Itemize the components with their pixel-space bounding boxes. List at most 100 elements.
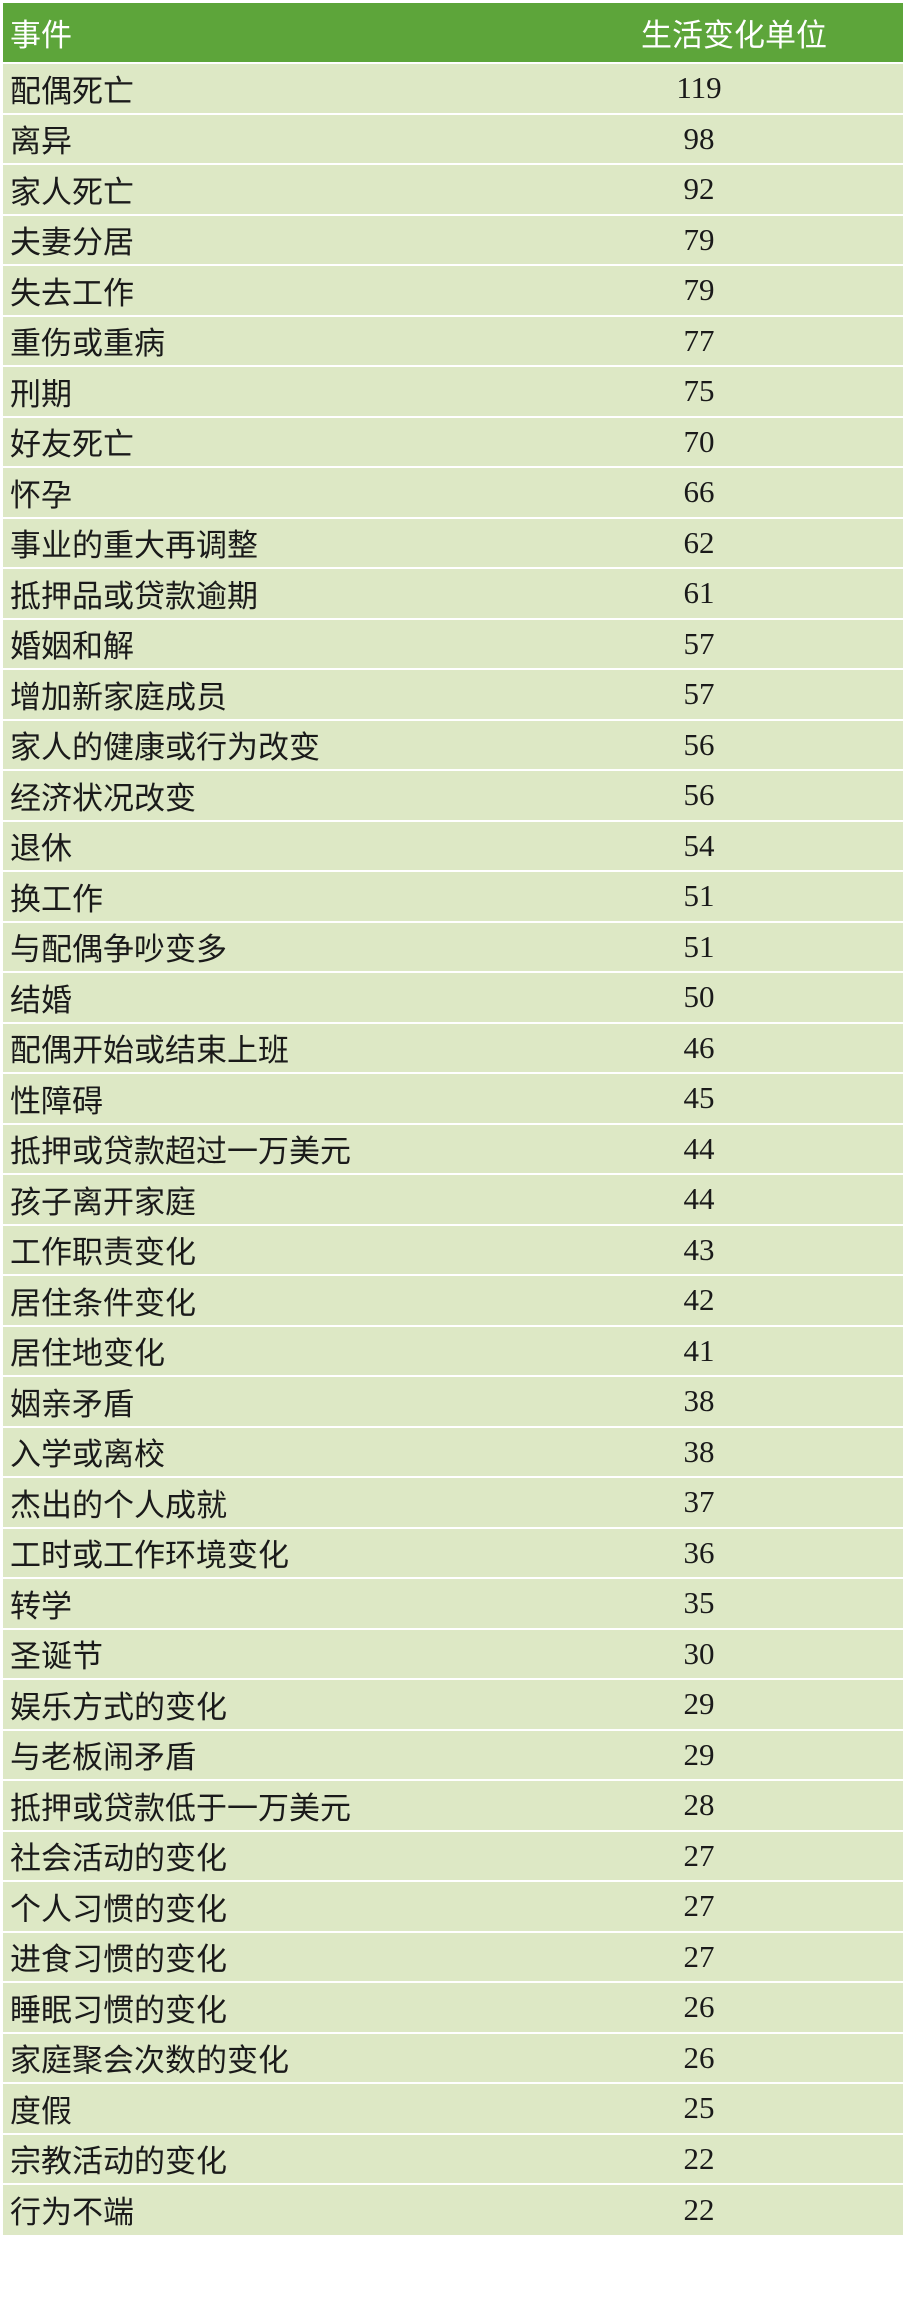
event-cell: 入学或离校: [10, 1437, 165, 1473]
table-row: 转学 35: [3, 1578, 903, 1629]
table-row: 夫妻分居 79: [3, 214, 903, 265]
life-change-units-cell: 57: [683, 676, 715, 712]
life-change-units-cell: 56: [683, 726, 715, 762]
table-row: 刑期 75: [3, 366, 903, 417]
life-change-units-cell: 46: [683, 1029, 715, 1065]
event-cell: 抵押或贷款低于一万美元: [10, 1790, 351, 1826]
table-row: 睡眠习惯的变化 26: [3, 1982, 903, 2033]
event-cell: 配偶开始或结束上班: [10, 1033, 289, 1069]
life-change-units-cell: 79: [683, 221, 715, 257]
life-change-units-cell: 35: [683, 1585, 715, 1621]
table-body: 配偶死亡 119 离异 98 家人死亡 92 夫妻分居 79 失去工作 79 重伤或重病 77 刑期 75…: [3, 63, 903, 2235]
table-row: 配偶开始或结束上班 46: [3, 1022, 903, 1073]
event-cell: 抵押或贷款超过一万美元: [10, 1134, 351, 1170]
table-row: 退休 54: [3, 820, 903, 871]
event-cell: 配偶死亡: [10, 73, 134, 109]
table-row: 入学或离校 38: [3, 1426, 903, 1477]
table-row: 家人死亡 92: [3, 164, 903, 215]
table-row: 失去工作 79: [3, 265, 903, 316]
life-change-units-cell: 27: [683, 1888, 715, 1924]
event-cell: 行为不端: [10, 2195, 134, 2231]
life-change-units-cell: 22: [683, 2140, 715, 2176]
life-change-units-cell: 26: [683, 1989, 715, 2025]
life-change-units-cell: 62: [683, 524, 715, 560]
life-change-units-cell: 98: [683, 120, 715, 156]
event-cell: 进食习惯的变化: [10, 1942, 227, 1978]
event-cell: 退休: [10, 831, 72, 867]
event-cell: 娱乐方式的变化: [10, 1689, 227, 1725]
table-row: 配偶死亡 119: [3, 63, 903, 114]
table-row: 性障碍 45: [3, 1073, 903, 1124]
table-header-row: 事件 生活变化单位: [3, 3, 903, 63]
life-change-units-cell: 66: [683, 474, 715, 510]
life-change-units-cell: 27: [683, 1837, 715, 1873]
table-row: 怀孕 66: [3, 467, 903, 518]
life-change-units-cell: 26: [683, 2039, 715, 2075]
life-change-units-cell: 75: [683, 373, 715, 409]
event-cell: 杰出的个人成就: [10, 1487, 227, 1523]
life-change-units-cell: 30: [683, 1635, 715, 1671]
column-header-event: 事件: [10, 18, 72, 53]
table-row: 居住地变化 41: [3, 1325, 903, 1376]
table-row: 婚姻和解 57: [3, 618, 903, 669]
table-row: 好友死亡 70: [3, 416, 903, 467]
table-row: 姻亲矛盾 38: [3, 1376, 903, 1427]
table-row: 事业的重大再调整 62: [3, 517, 903, 568]
table-row: 娱乐方式的变化 29: [3, 1679, 903, 1730]
life-change-units-cell: 51: [683, 878, 715, 914]
life-change-units-cell: 37: [683, 1484, 715, 1520]
table-row: 工时或工作环境变化 36: [3, 1527, 903, 1578]
event-cell: 家人的健康或行为改变: [10, 730, 320, 766]
table-header: 事件 生活变化单位: [3, 3, 903, 63]
life-change-units-cell: 38: [683, 1433, 715, 1469]
event-cell: 工时或工作环境变化: [10, 1538, 289, 1574]
table-row: 社会活动的变化 27: [3, 1830, 903, 1881]
life-change-units-cell: 61: [683, 575, 715, 611]
event-cell: 孩子离开家庭: [10, 1184, 196, 1220]
life-change-units-cell: 27: [683, 1938, 715, 1974]
event-cell: 抵押品或贷款逾期: [10, 578, 258, 614]
life-change-units-cell: 43: [683, 1231, 715, 1267]
event-cell: 重伤或重病: [10, 326, 165, 362]
life-change-units-cell: 36: [683, 1534, 715, 1570]
event-cell: 事业的重大再调整: [10, 528, 258, 564]
table-row: 增加新家庭成员 57: [3, 669, 903, 720]
life-change-units-cell: 57: [683, 625, 715, 661]
event-cell: 增加新家庭成员: [10, 679, 227, 715]
event-cell: 居住条件变化: [10, 1285, 196, 1321]
event-cell: 离异: [10, 124, 72, 160]
event-cell: 家庭聚会次数的变化: [10, 2043, 289, 2079]
table-row: 宗教活动的变化 22: [3, 2133, 903, 2184]
life-change-units-cell: 92: [683, 171, 715, 207]
event-cell: 夫妻分居: [10, 225, 134, 261]
event-cell: 结婚: [10, 982, 72, 1018]
life-change-units-cell: 70: [683, 423, 715, 459]
life-change-units-cell: 29: [683, 1686, 715, 1722]
event-cell: 社会活动的变化: [10, 1841, 227, 1877]
life-change-units-cell: 51: [683, 928, 715, 964]
life-change-units-cell: 29: [683, 1736, 715, 1772]
table-row: 与老板闹矛盾 29: [3, 1729, 903, 1780]
event-cell: 度假: [10, 2093, 72, 2129]
table-row: 离异 98: [3, 113, 903, 164]
table-row: 经济状况改变 56: [3, 770, 903, 821]
table-row: 个人习惯的变化 27: [3, 1881, 903, 1932]
event-cell: 圣诞节: [10, 1639, 103, 1675]
event-cell: 好友死亡: [10, 427, 134, 463]
table-row: 抵押或贷款超过一万美元 44: [3, 1123, 903, 1174]
life-change-units-cell: 22: [683, 2191, 715, 2227]
event-cell: 个人习惯的变化: [10, 1891, 227, 1927]
life-change-units-cell: 44: [683, 1130, 715, 1166]
event-cell: 经济状况改变: [10, 780, 196, 816]
life-change-units-cell: 28: [683, 1787, 715, 1823]
life-change-units-cell: 54: [683, 827, 715, 863]
life-change-units-cell: 44: [683, 1181, 715, 1217]
life-change-units-cell: 119: [676, 70, 722, 106]
event-cell: 性障碍: [10, 1083, 103, 1119]
life-change-units-cell: 56: [683, 777, 715, 813]
table-row: 家庭聚会次数的变化 26: [3, 2032, 903, 2083]
table-row: 家人的健康或行为改变 56: [3, 719, 903, 770]
life-change-units-cell: 38: [683, 1383, 715, 1419]
table-row: 抵押品或贷款逾期 61: [3, 568, 903, 619]
table-row: 度假 25: [3, 2083, 903, 2134]
